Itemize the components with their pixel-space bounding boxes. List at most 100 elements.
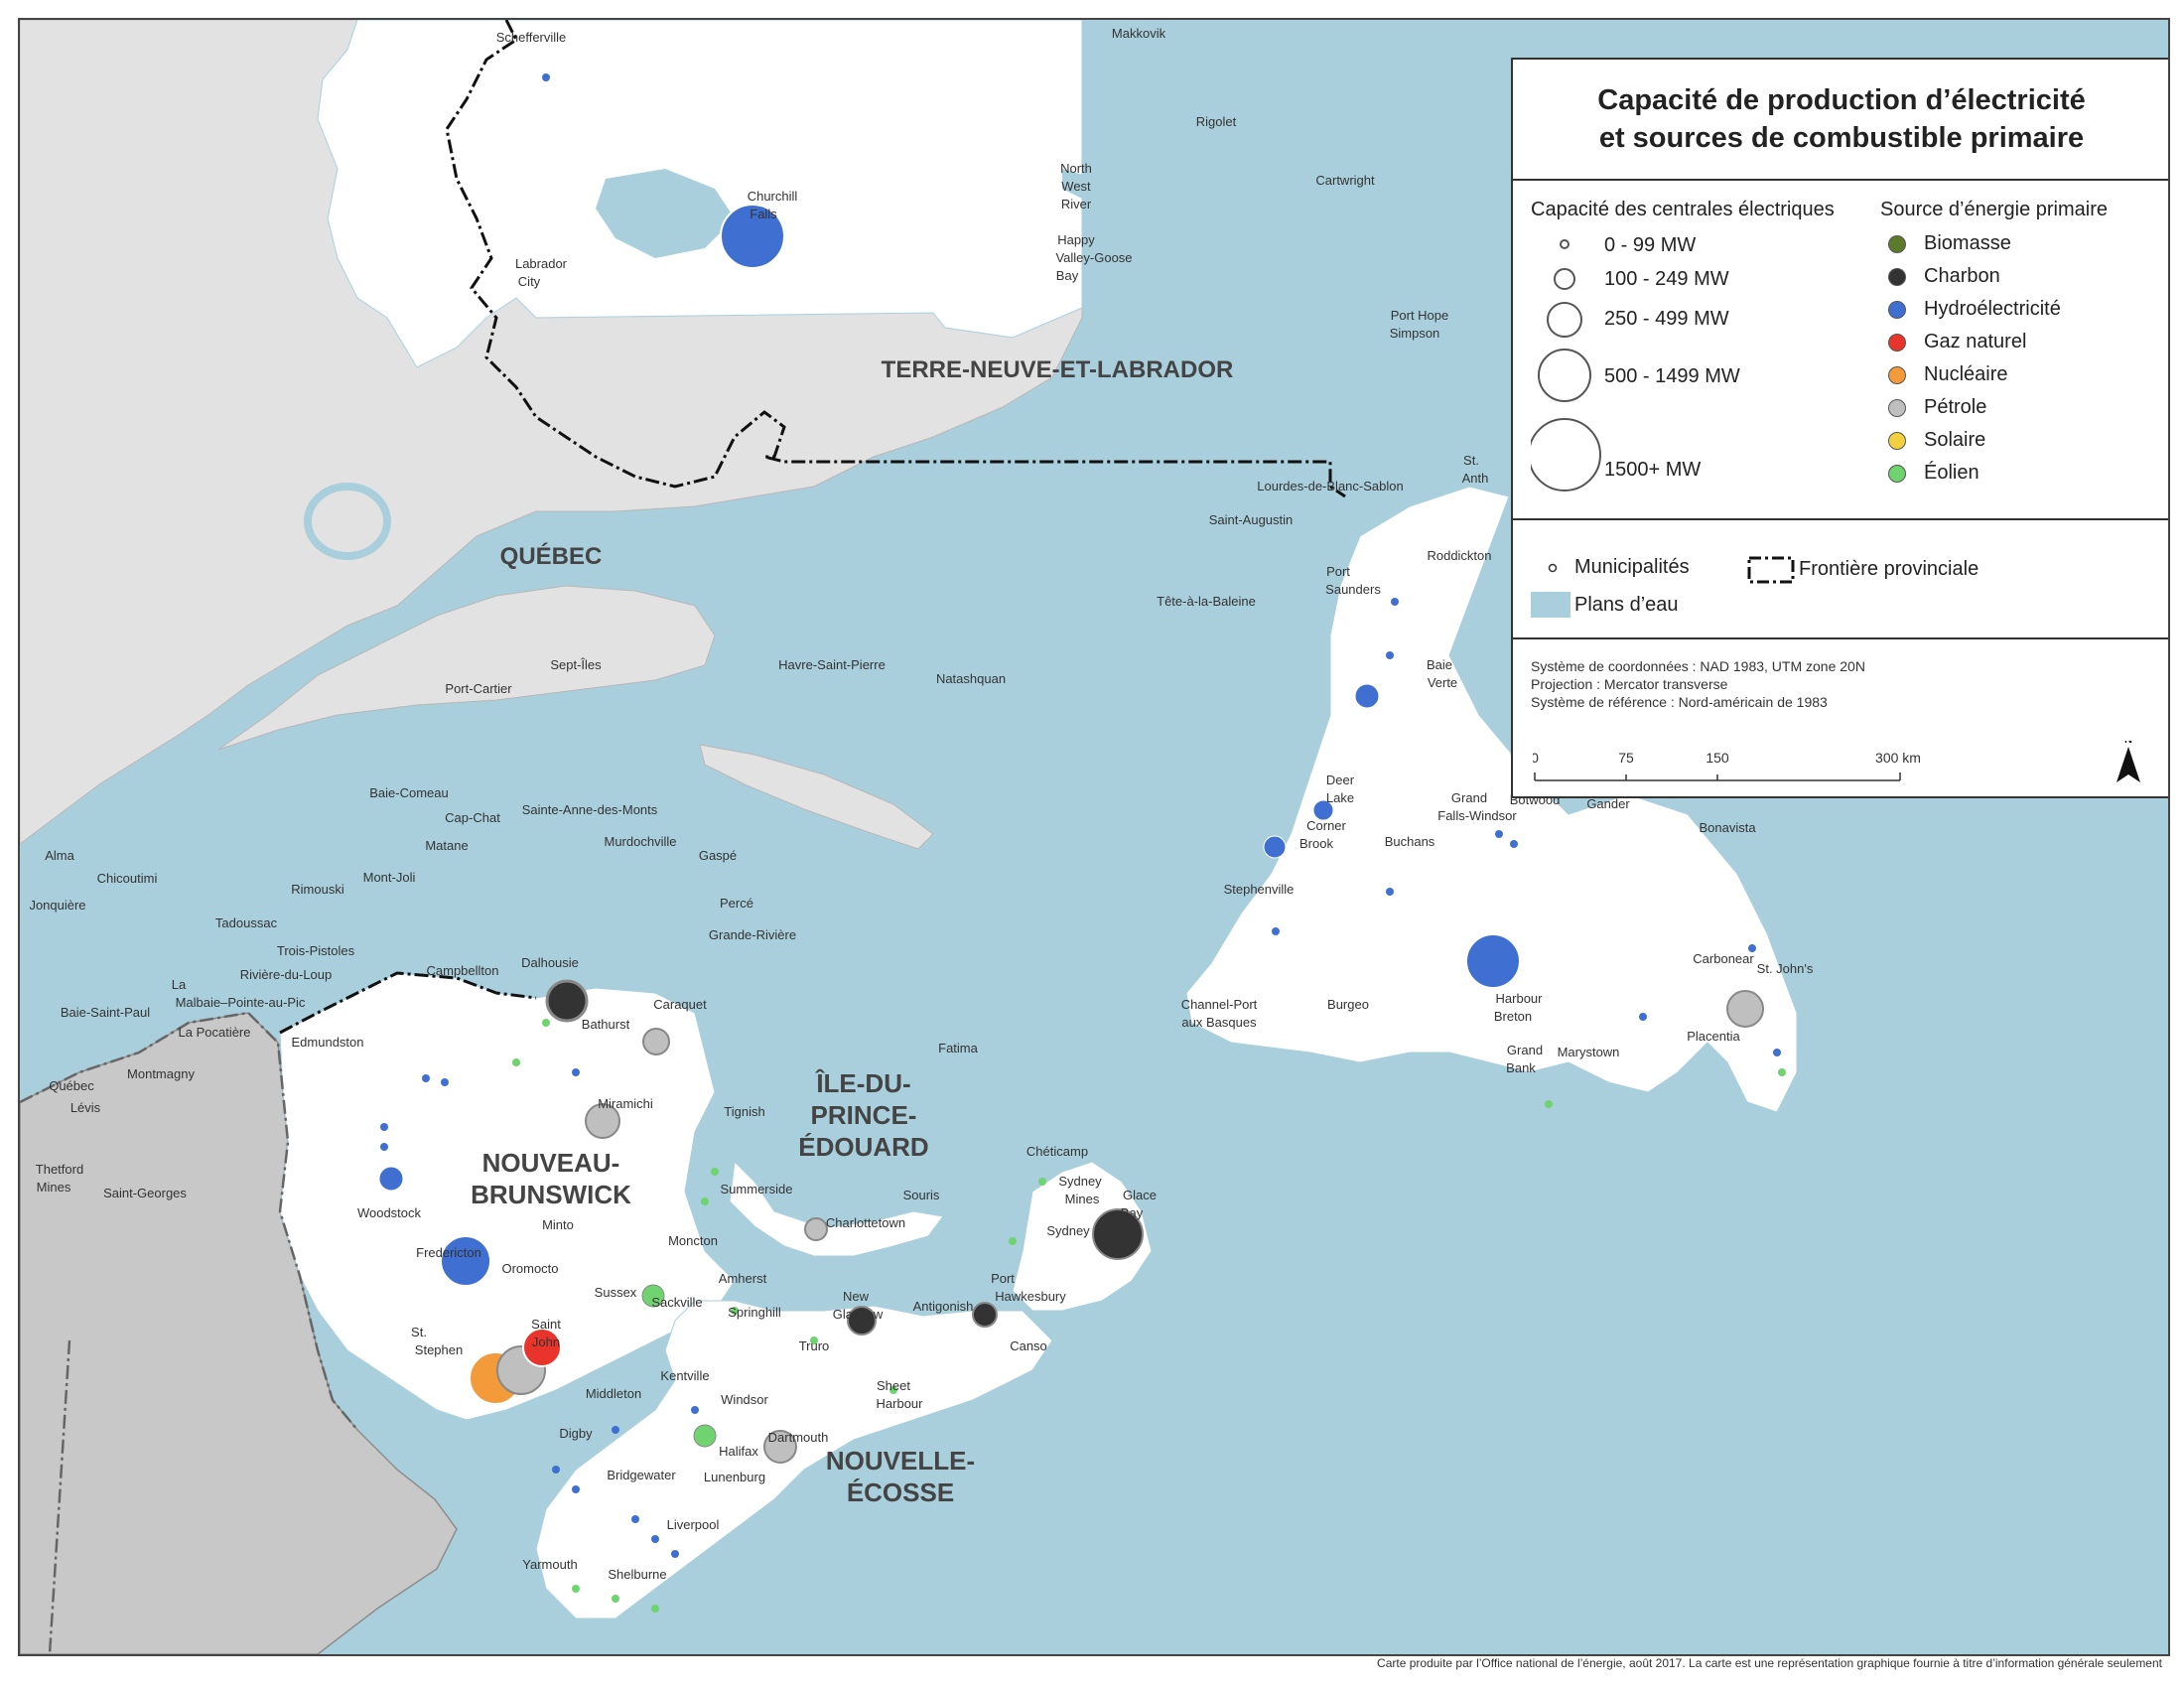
source-label: Hydroélectricité — [1924, 298, 2061, 320]
plant-miramichi — [585, 1103, 620, 1139]
town-label: Woodstock — [357, 1205, 422, 1220]
town-label: Percé — [720, 896, 753, 911]
town-label: Truro — [799, 1338, 830, 1353]
town-label: Corner — [1306, 818, 1346, 833]
town-label: Port — [1326, 564, 1350, 579]
town-label: Trois-Pistoles — [277, 943, 355, 958]
town-label: Tadoussac — [215, 915, 278, 930]
town-label: Bathurst — [582, 1017, 630, 1032]
scale-tick-2: 150 — [1706, 750, 1729, 766]
town-label: Port — [991, 1271, 1015, 1286]
town-label: Moncton — [668, 1233, 718, 1248]
province-label-ns-1: NOUVELLE- — [826, 1446, 975, 1476]
scale-tick-3: 300 km — [1875, 750, 1921, 766]
town-label: Lake — [1326, 790, 1354, 805]
province-label-ns-2: ÉCOSSE — [847, 1477, 954, 1507]
town-label: Glasgow — [833, 1307, 884, 1322]
legend-title-line2: et sources de combustible primaire — [1598, 122, 2085, 154]
town-label: St. John's — [1757, 961, 1814, 976]
town-label: North — [1060, 161, 1092, 176]
legend-capacity: Capacité des centrales électriques 0 - 9… — [1531, 199, 1868, 492]
town-label: Port-Cartier — [445, 681, 512, 696]
town-label: New — [843, 1289, 870, 1304]
town-label: Campbellton — [427, 963, 499, 978]
town-label: Glace — [1123, 1188, 1157, 1202]
scale-tick-1: 75 — [1618, 750, 1634, 766]
town-label: Gaspé — [699, 848, 737, 863]
town-label: Springhill — [728, 1305, 781, 1320]
plant-cat-arm — [1354, 683, 1380, 709]
size-label-3: 500 - 1499 MW — [1604, 365, 1740, 387]
town-label: Thetford — [36, 1162, 83, 1177]
size-symbol-0 — [1560, 239, 1570, 249]
plant-belledune — [545, 979, 589, 1023]
town-label: Baie — [1427, 657, 1452, 672]
town-label: Sheet — [877, 1378, 910, 1393]
map-attribution: Carte produite par l’Office national de … — [1377, 1656, 2162, 1670]
town-label: Lunenburg — [704, 1470, 765, 1484]
lake-melville — [1062, 169, 1241, 238]
town-label: Sussex — [595, 1285, 637, 1300]
town-label: Souris — [903, 1188, 940, 1202]
lake-manicouagan — [304, 483, 391, 560]
town-label: Sydney — [1058, 1174, 1102, 1189]
town-label: Sept-Îles — [550, 657, 602, 672]
town-label: Shelburne — [608, 1567, 666, 1582]
town-label: Edmundston — [292, 1035, 364, 1050]
town-label: Malbaie–Pointe-au-Pic — [176, 995, 306, 1010]
border-icon — [1747, 556, 1795, 584]
town-label: Miramichi — [598, 1096, 653, 1111]
town-label: La Pocatière — [179, 1025, 251, 1040]
town-label: Grand — [1451, 790, 1487, 805]
province-label-nb-2: BRUNSWICK — [471, 1180, 631, 1209]
legend-sources: Source d’énergie primaire Biomasse Charbo… — [1880, 199, 2168, 490]
town-label: Bay — [1121, 1205, 1144, 1220]
town-label: Lévis — [70, 1100, 101, 1115]
town-label: Falls-Windsor — [1437, 808, 1517, 823]
land-cape-breton — [1012, 1161, 1153, 1312]
town-label: La — [172, 977, 187, 992]
plant-holyrood — [1726, 990, 1764, 1028]
ref-line: Projection : Mercator transverse — [1531, 676, 1728, 692]
town-label: Antigonish — [913, 1299, 974, 1314]
town-label: Lourdes-de-Blanc-Sablon — [1257, 479, 1403, 493]
town-label: Placentia — [1687, 1029, 1740, 1044]
town-label: Saunders — [1325, 582, 1381, 597]
plant-saint-john-gas — [522, 1328, 562, 1367]
plant-charlottetown — [804, 1217, 828, 1241]
legend-misc-symbols — [1531, 556, 1795, 618]
map-frame: TERRE-NEUVE-ET-LABRADOR QUÉBEC NOUVEAU- … — [18, 18, 2170, 1656]
province-label-pe-1: ÎLE-DU- — [814, 1068, 910, 1098]
legend-divider — [1513, 637, 2168, 639]
town-label: Minto — [542, 1217, 574, 1232]
source-label: Nucléaire — [1924, 363, 2008, 385]
town-label: Bridgewater — [607, 1468, 676, 1482]
source-color-swatch — [1888, 464, 1906, 483]
plant-grand-falls — [378, 1166, 404, 1192]
town-label: Breton — [1494, 1009, 1532, 1024]
town-label: Matane — [425, 838, 468, 853]
town-label: Québec — [49, 1078, 94, 1093]
land-nova-scotia — [535, 1300, 1053, 1619]
legend: Capacité de production d’électricité et … — [1511, 58, 2168, 798]
town-label: Chicoutimi — [97, 871, 158, 886]
town-label: Port Hope — [1391, 308, 1449, 323]
town-label: Cap-Chat — [445, 810, 500, 825]
town-label: Mines — [1065, 1192, 1100, 1206]
town-label: Fatima — [938, 1041, 979, 1055]
town-label: Sackville — [651, 1295, 702, 1310]
town-label: Saint — [531, 1317, 561, 1332]
size-symbol-3 — [1538, 349, 1591, 402]
town-label: Roddickton — [1427, 548, 1491, 563]
legend-capacity-heading: Capacité des centrales électriques — [1531, 199, 1835, 220]
town-label: aux Basques — [1181, 1015, 1257, 1030]
legend-title-line1: Capacité de production d’électricité — [1597, 84, 2086, 116]
town-label: Rivière-du-Loup — [240, 967, 333, 982]
legend-source-heading: Source d’énergie primaire — [1880, 199, 2109, 220]
size-label-4: 1500+ MW — [1604, 459, 1702, 481]
source-color-swatch — [1888, 300, 1906, 319]
town-label: Fredericton — [416, 1245, 481, 1260]
town-label: Marystown — [1558, 1045, 1620, 1059]
town-label: Grand — [1507, 1043, 1543, 1057]
town-label: Carbonear — [1693, 951, 1754, 966]
